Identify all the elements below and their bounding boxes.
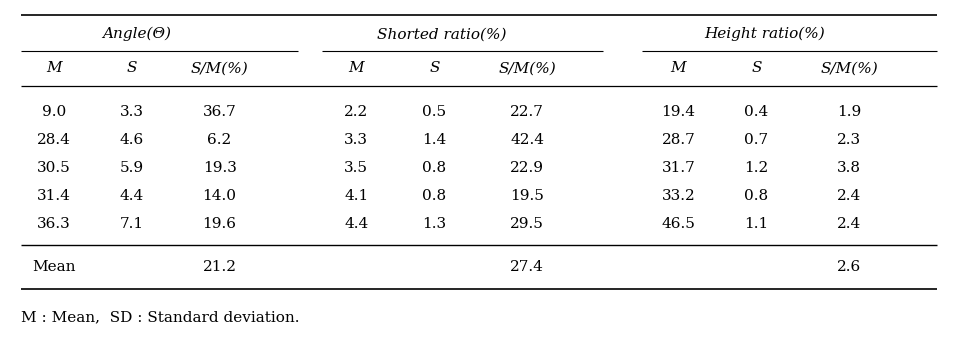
Text: S: S — [429, 62, 439, 75]
Text: 1.2: 1.2 — [745, 161, 768, 175]
Text: 3.5: 3.5 — [345, 161, 368, 175]
Text: 9.0: 9.0 — [42, 105, 65, 119]
Text: Height ratio(%): Height ratio(%) — [704, 27, 825, 41]
Text: 3.3: 3.3 — [120, 105, 143, 119]
Text: 29.5: 29.5 — [510, 218, 544, 231]
Text: 27.4: 27.4 — [510, 260, 544, 274]
Text: 22.7: 22.7 — [510, 105, 544, 119]
Text: 1.3: 1.3 — [423, 218, 446, 231]
Text: M: M — [348, 62, 364, 75]
Text: 2.4: 2.4 — [837, 218, 861, 231]
Text: 6.2: 6.2 — [208, 133, 231, 147]
Text: S: S — [752, 62, 761, 75]
Text: 46.5: 46.5 — [662, 218, 695, 231]
Text: 0.7: 0.7 — [745, 133, 768, 147]
Text: M: M — [671, 62, 686, 75]
Text: 2.3: 2.3 — [837, 133, 861, 147]
Text: 36.3: 36.3 — [37, 218, 70, 231]
Text: 7.1: 7.1 — [120, 218, 143, 231]
Text: 21.2: 21.2 — [203, 260, 236, 274]
Text: S/M(%): S/M(%) — [820, 62, 878, 75]
Text: 28.4: 28.4 — [37, 133, 70, 147]
Text: 4.4: 4.4 — [120, 189, 143, 203]
Text: 19.6: 19.6 — [203, 218, 236, 231]
Text: 1.9: 1.9 — [837, 105, 861, 119]
Text: 30.5: 30.5 — [37, 161, 70, 175]
Text: 2.2: 2.2 — [345, 105, 368, 119]
Text: 0.8: 0.8 — [423, 161, 446, 175]
Text: 19.3: 19.3 — [203, 161, 236, 175]
Text: 19.4: 19.4 — [662, 105, 695, 119]
Text: 3.8: 3.8 — [837, 161, 861, 175]
Text: 4.1: 4.1 — [345, 189, 368, 203]
Text: 28.7: 28.7 — [662, 133, 695, 147]
Text: M: M — [46, 62, 61, 75]
Text: 0.8: 0.8 — [423, 189, 446, 203]
Text: S/M(%): S/M(%) — [498, 62, 556, 75]
Text: S/M(%): S/M(%) — [190, 62, 249, 75]
Text: 2.4: 2.4 — [837, 189, 861, 203]
Text: M : Mean,  SD : Standard deviation.: M : Mean, SD : Standard deviation. — [21, 311, 300, 324]
Text: 1.1: 1.1 — [745, 218, 768, 231]
Text: Mean: Mean — [32, 260, 75, 274]
Text: 0.5: 0.5 — [423, 105, 446, 119]
Text: 4.6: 4.6 — [120, 133, 143, 147]
Text: 0.8: 0.8 — [745, 189, 768, 203]
Text: S: S — [127, 62, 137, 75]
Text: 19.5: 19.5 — [510, 189, 544, 203]
Text: Angle(Θ): Angle(Θ) — [102, 27, 171, 41]
Text: 5.9: 5.9 — [120, 161, 143, 175]
Text: Shorted ratio(%): Shorted ratio(%) — [378, 27, 507, 41]
Text: 33.2: 33.2 — [662, 189, 695, 203]
Text: 14.0: 14.0 — [203, 189, 236, 203]
Text: 31.7: 31.7 — [662, 161, 695, 175]
Text: 0.4: 0.4 — [745, 105, 768, 119]
Text: 3.3: 3.3 — [345, 133, 368, 147]
Text: 42.4: 42.4 — [510, 133, 544, 147]
Text: 4.4: 4.4 — [345, 218, 368, 231]
Text: 2.6: 2.6 — [837, 260, 861, 274]
Text: 1.4: 1.4 — [423, 133, 446, 147]
Text: 31.4: 31.4 — [37, 189, 70, 203]
Text: 22.9: 22.9 — [510, 161, 544, 175]
Text: 36.7: 36.7 — [203, 105, 236, 119]
